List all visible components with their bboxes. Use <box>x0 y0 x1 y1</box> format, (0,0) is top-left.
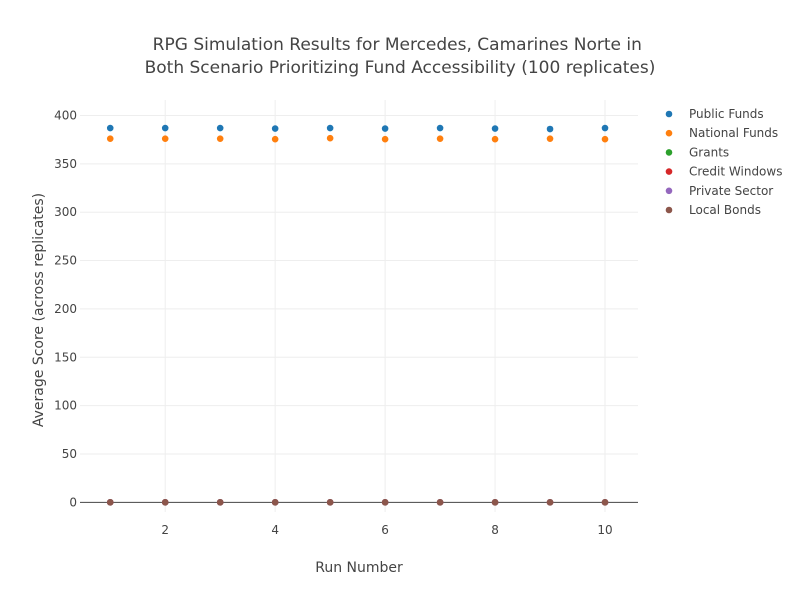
chart-title-line-2: Both Scenario Prioritizing Fund Accessib… <box>145 58 656 78</box>
legend-item-private-sector[interactable]: Private Sector <box>665 184 774 198</box>
y-axis-ticks: 0 50 100 150 200 250 300 350 400 <box>54 108 77 509</box>
y-tick-label: 150 <box>54 350 77 364</box>
data-point[interactable] <box>601 135 609 143</box>
data-points <box>106 124 609 506</box>
legend-item-national-funds[interactable]: National Funds <box>665 126 778 140</box>
data-point[interactable] <box>436 499 444 506</box>
x-tick-label: 10 <box>597 523 612 537</box>
data-point[interactable] <box>216 124 224 132</box>
data-point[interactable] <box>546 135 554 142</box>
data-point[interactable] <box>381 135 389 143</box>
data-point[interactable] <box>491 135 499 143</box>
data-point[interactable] <box>601 499 609 506</box>
data-point[interactable] <box>216 499 224 506</box>
x-tick-label: 4 <box>271 523 279 537</box>
y-tick-label: 350 <box>54 157 77 171</box>
data-point[interactable] <box>271 125 279 132</box>
legend-label: Public Funds <box>689 107 764 121</box>
x-tick-label: 8 <box>491 523 499 537</box>
data-point[interactable] <box>271 135 279 143</box>
data-point[interactable] <box>436 124 444 132</box>
legend-item-grants[interactable]: Grants <box>665 145 729 159</box>
y-tick-label: 250 <box>54 254 77 268</box>
y-tick-label: 50 <box>62 447 77 461</box>
series-national-funds <box>106 134 609 143</box>
data-point[interactable] <box>326 124 334 132</box>
legend-label: Local Bonds <box>689 203 761 217</box>
data-point[interactable] <box>326 499 334 506</box>
legend-marker <box>665 149 673 156</box>
data-point[interactable] <box>381 125 389 132</box>
data-point[interactable] <box>546 125 554 133</box>
y-tick-label: 400 <box>54 108 77 122</box>
data-point[interactable] <box>216 135 224 142</box>
data-point[interactable] <box>436 135 444 142</box>
legend-item-public-funds[interactable]: Public Funds <box>665 107 764 121</box>
legend-marker <box>665 206 673 214</box>
data-point[interactable] <box>491 125 499 132</box>
data-point[interactable] <box>161 499 169 506</box>
data-point[interactable] <box>106 124 114 132</box>
data-point[interactable] <box>106 499 114 506</box>
legend-marker <box>665 110 673 118</box>
legend-item-local-bonds[interactable]: Local Bonds <box>665 203 761 217</box>
x-tick-label: 2 <box>161 523 169 537</box>
data-point[interactable] <box>381 499 389 506</box>
series-local-bonds <box>106 499 609 506</box>
legend-marker <box>665 168 673 175</box>
data-point[interactable] <box>326 134 334 142</box>
chart-title: RPG Simulation Results for Mercedes, Cam… <box>145 35 656 78</box>
y-tick-label: 200 <box>54 302 77 316</box>
legend-item-credit-windows[interactable]: Credit Windows <box>665 165 783 179</box>
data-point[interactable] <box>601 124 609 132</box>
data-point[interactable] <box>161 124 169 132</box>
legend-label: Private Sector <box>689 184 773 198</box>
legend-marker <box>665 187 673 195</box>
gridlines <box>80 100 638 512</box>
legend-label: Grants <box>689 145 729 159</box>
x-axis-title: Run Number <box>315 560 403 576</box>
legend-label: Credit Windows <box>689 165 782 179</box>
x-tick-label: 6 <box>381 523 389 537</box>
legend-label: National Funds <box>689 126 778 140</box>
data-point[interactable] <box>491 499 499 506</box>
y-axis-title: Average Score (across replicates) <box>31 193 47 427</box>
y-tick-label: 0 <box>69 495 77 509</box>
y-tick-label: 300 <box>54 205 77 219</box>
series-public-funds <box>106 124 609 133</box>
y-tick-label: 100 <box>54 399 77 413</box>
data-point[interactable] <box>546 499 554 506</box>
legend[interactable]: Public Funds National Funds Grants Credit W… <box>665 107 783 217</box>
x-axis-ticks: 2 4 6 8 10 <box>161 523 612 537</box>
chart-title-line-1: RPG Simulation Results for Mercedes, Cam… <box>153 35 642 55</box>
data-point[interactable] <box>161 135 169 142</box>
data-point[interactable] <box>271 499 279 506</box>
legend-marker <box>665 129 673 137</box>
data-point[interactable] <box>106 135 114 142</box>
